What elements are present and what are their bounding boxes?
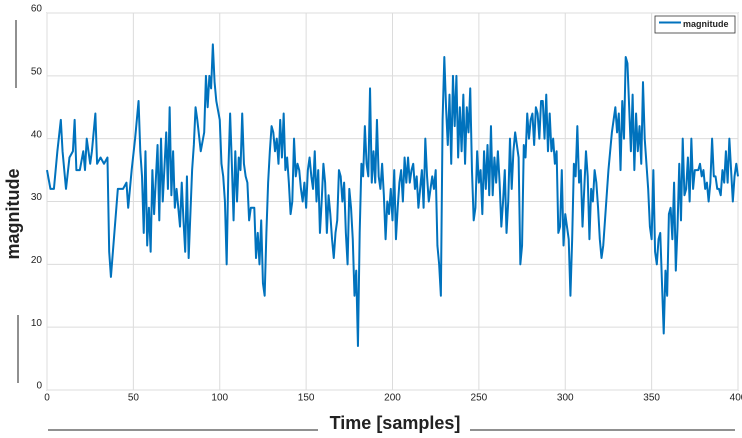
x-axis-label: Time [samples] — [330, 413, 461, 433]
x-tick-label: 0 — [44, 393, 50, 404]
x-tick-label: 200 — [384, 393, 401, 404]
y-tick-label: 30 — [31, 192, 43, 203]
x-tick-label: 400 — [730, 393, 742, 404]
x-tick-label: 250 — [471, 393, 488, 404]
y-tick-label: 20 — [31, 255, 43, 266]
data-line — [46, 43, 739, 348]
y-axis-label: magnitude — [3, 168, 23, 259]
x-tick-label: 350 — [643, 393, 660, 404]
x-tick-label: 300 — [557, 393, 574, 404]
legend-label: magnitude — [683, 19, 729, 29]
x-tick-label: 150 — [298, 393, 315, 404]
legend-box — [654, 15, 736, 34]
y-tick-label: 0 — [36, 381, 42, 392]
x-tick-label: 50 — [128, 393, 140, 404]
y-tick-label: 10 — [31, 318, 43, 329]
y-tick-label: 40 — [31, 129, 43, 140]
x-tick-label: 100 — [211, 393, 228, 404]
y-tick-label: 60 — [31, 4, 43, 15]
y-tick-label: 50 — [31, 66, 43, 77]
